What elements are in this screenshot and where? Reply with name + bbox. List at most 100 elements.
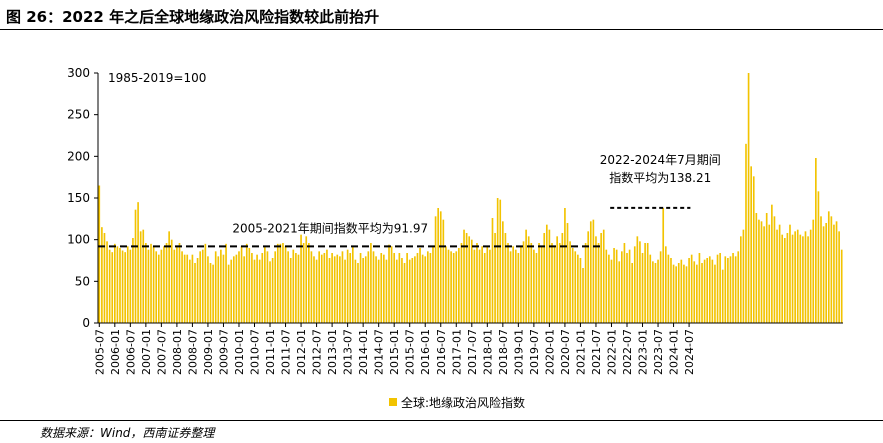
mean-line-label: 指数平均为138.21 [609, 170, 711, 185]
mean-line-label: 2005-2021年期间指数平均为91.97 [232, 220, 428, 235]
bar [569, 241, 571, 323]
bar [483, 253, 486, 323]
bar [333, 256, 336, 323]
bar [760, 221, 763, 323]
bar [796, 229, 799, 323]
bar [631, 263, 634, 323]
bar [683, 264, 685, 323]
bar [243, 256, 245, 323]
bar [781, 234, 784, 323]
bar [230, 259, 233, 323]
bar [644, 243, 646, 323]
bar [426, 251, 429, 323]
bar [696, 264, 698, 323]
bar-series [98, 73, 843, 323]
x-tick-label: 2007-07 [155, 329, 168, 375]
bar [297, 254, 300, 323]
bar [212, 264, 214, 323]
bar [351, 246, 354, 323]
bar [574, 251, 577, 323]
x-tick-label: 2009-07 [217, 329, 230, 375]
bar [339, 256, 341, 323]
x-tick-label: 2014-01 [357, 329, 370, 375]
bar [820, 216, 822, 323]
bar [514, 249, 517, 323]
bar [582, 268, 584, 323]
bar [266, 251, 269, 323]
bar [703, 259, 706, 323]
x-tick-label: 2008-07 [186, 329, 199, 375]
bar [533, 249, 535, 323]
bar [403, 263, 406, 323]
bar [747, 73, 750, 323]
bar [222, 254, 225, 323]
bar [822, 226, 825, 323]
x-tick-label: 2010-07 [249, 329, 262, 375]
bar [452, 253, 455, 323]
x-tick-label: 2008-01 [171, 329, 184, 375]
bar [840, 249, 843, 323]
x-tick-label: 2017-01 [450, 329, 463, 375]
bar [538, 243, 540, 323]
bar [129, 249, 132, 323]
legend: 全球:地缘政治风险指数 [389, 395, 525, 410]
bar [732, 253, 734, 323]
bar [432, 246, 434, 323]
bar [170, 239, 173, 323]
bar [359, 253, 362, 323]
x-tick-label: 2013-01 [326, 329, 339, 375]
bar [429, 253, 432, 323]
bar [496, 198, 499, 323]
mean-lines: 2005-2021年期间指数平均为91.97 2022-2024年7月期间指数平均… [98, 153, 721, 248]
x-tick-label: 2024-07 [683, 329, 696, 375]
bar [608, 254, 610, 323]
bar [300, 234, 302, 323]
x-tick-label: 2022-07 [621, 329, 634, 375]
bar [401, 258, 403, 323]
bar [282, 243, 284, 323]
bar [235, 254, 238, 323]
bar [758, 219, 760, 323]
bar [835, 221, 838, 323]
bar [256, 254, 258, 323]
x-tick-label: 2014-07 [373, 329, 386, 375]
bar [287, 251, 289, 323]
bar [323, 253, 326, 323]
bar [289, 258, 292, 323]
bar [292, 249, 295, 323]
bar [189, 259, 191, 323]
bar [147, 249, 150, 323]
bar [716, 254, 719, 323]
y-tick-label: 250 [67, 108, 90, 122]
x-tick-label: 2023-01 [637, 329, 650, 375]
legend-label: 全球:地缘政治风险指数 [401, 395, 525, 410]
bar [592, 219, 595, 323]
bar [817, 191, 820, 323]
bar [152, 246, 155, 323]
bar [804, 231, 807, 323]
figure-title: 图 26：2022 年之后全球地缘政治风险指数较此前抬升 [6, 8, 380, 26]
bar [675, 266, 677, 323]
bar [232, 256, 235, 323]
bar [284, 246, 287, 323]
bar [106, 241, 108, 323]
bar [276, 243, 279, 323]
bar [163, 246, 165, 323]
bar [494, 233, 496, 323]
bar [393, 253, 396, 323]
bar [827, 211, 830, 323]
bar [305, 236, 308, 323]
bar [721, 269, 724, 323]
bar [411, 258, 414, 323]
bar [815, 158, 817, 323]
bar [794, 231, 796, 323]
bar [341, 251, 344, 323]
bar [724, 256, 727, 323]
bar [548, 229, 551, 323]
x-tick-label: 2012-07 [311, 329, 324, 375]
bar [199, 251, 202, 323]
bar [139, 231, 142, 323]
bar [664, 246, 667, 323]
bar [315, 259, 318, 323]
bar [101, 227, 103, 323]
